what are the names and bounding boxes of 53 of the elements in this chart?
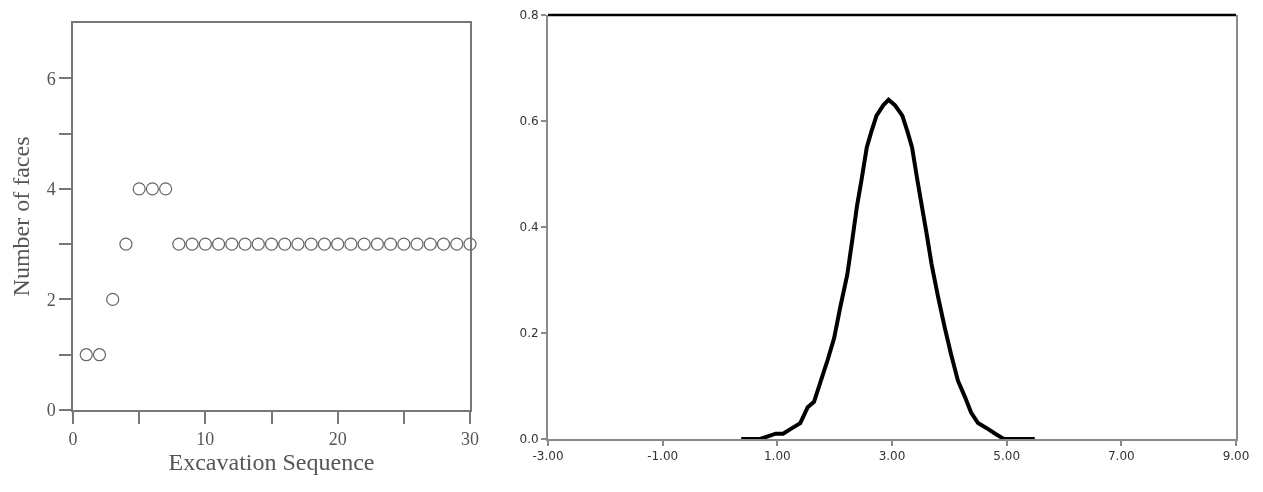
x-tick-label: 3.00 [878, 449, 906, 464]
point [145, 182, 159, 196]
y-tick-label: 0.2 [519, 326, 539, 341]
x-tick-label: 9.00 [1222, 449, 1250, 464]
point [304, 237, 318, 251]
point [132, 182, 146, 196]
point [291, 237, 305, 251]
point [172, 237, 186, 251]
point [463, 237, 477, 251]
y-tick-label: 2 [46, 289, 56, 310]
point [410, 237, 424, 251]
point [264, 237, 279, 251]
y-tick-label: 0.4 [519, 220, 539, 235]
point [397, 237, 411, 251]
line-series [739, 97, 1037, 439]
point [436, 237, 451, 251]
x-tick-label: -1.00 [647, 449, 679, 464]
point [384, 237, 398, 251]
y-tick-label: 6 [46, 68, 56, 89]
x-tick-label: 20 [328, 429, 347, 450]
x-axis-title: Excavation Sequence [168, 449, 375, 476]
point [92, 348, 107, 362]
point [317, 237, 332, 251]
y-tick-label: 0.0 [519, 432, 539, 447]
point [344, 237, 358, 251]
point [357, 237, 371, 251]
x-tick-label: 10 [196, 429, 215, 450]
y-tick-label: 4 [46, 179, 56, 200]
y-tick-label: 0.6 [519, 114, 539, 129]
point [331, 237, 345, 251]
point [79, 348, 93, 362]
x-tick-label: 1.00 [763, 449, 791, 464]
y-tick-label: 0.8 [519, 8, 539, 23]
x-tick-label: 30 [461, 429, 479, 450]
point [185, 237, 199, 251]
point [159, 182, 173, 196]
x-tick-label: 7.00 [1107, 449, 1135, 464]
x-tick-label: 0 [68, 429, 78, 450]
point [106, 292, 120, 307]
point [251, 237, 265, 251]
point [119, 237, 133, 251]
point [225, 237, 239, 251]
y-axis-title: Number of faces [8, 136, 35, 297]
point [238, 237, 252, 251]
point [370, 237, 384, 251]
point [450, 237, 464, 251]
x-tick-label: 5.00 [993, 449, 1021, 464]
point [278, 237, 292, 251]
x-tick-label: -3.00 [532, 449, 564, 464]
y-tick-label: 0 [46, 400, 56, 421]
point [211, 237, 226, 251]
point [198, 237, 212, 251]
point [423, 237, 437, 251]
